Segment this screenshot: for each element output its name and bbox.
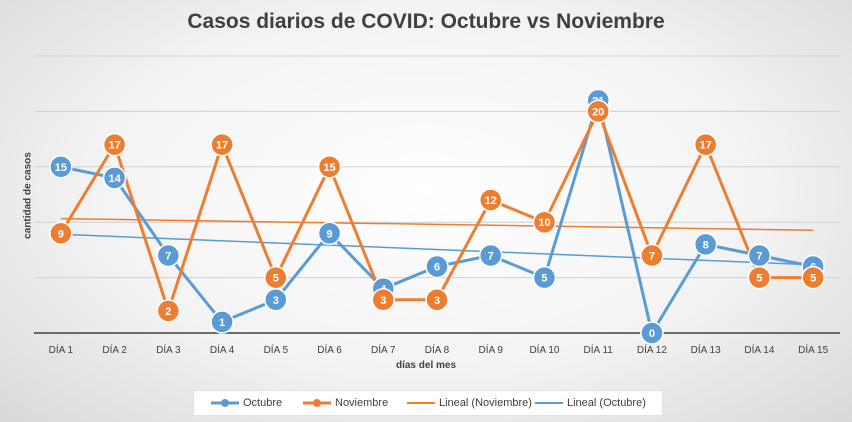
- data-point-noviembre[interactable]: [210, 132, 234, 157]
- x-tick-label: DÍA 1: [49, 343, 74, 356]
- data-point-noviembre[interactable]: [317, 155, 342, 179]
- data-label-noviembre: 5: [810, 273, 816, 285]
- data-label-noviembre: 5: [756, 273, 762, 285]
- data-point-noviembre[interactable]: [801, 265, 825, 290]
- data-point-noviembre[interactable]: [532, 210, 557, 234]
- data-point-noviembre[interactable]: [478, 188, 503, 212]
- data-label-octubre: 6: [434, 262, 440, 274]
- data-label-octubre: 9: [326, 228, 332, 240]
- data-point-octubre[interactable]: [693, 232, 718, 257]
- data-label-octubre: 7: [165, 250, 171, 262]
- x-tick-label: DÍA 8: [425, 343, 450, 356]
- x-tick-label: DÍA 9: [478, 343, 503, 356]
- x-tick-label: DÍA 4: [210, 343, 235, 356]
- data-label-noviembre: 7: [649, 250, 655, 262]
- trendlines: [60, 217, 814, 266]
- data-point-noviembre[interactable]: [156, 299, 181, 323]
- legend-label-lineal-octubre: Lineal (Octubre): [567, 397, 646, 409]
- x-tick-labels: DÍA 1 DÍA 2 DÍA 3 DÍA 4 DÍA 5 DÍA 6 DÍA 7 DÍA 8…: [49, 343, 829, 356]
- data-label-noviembre: 2: [165, 306, 171, 318]
- x-tick-label: DÍA 15: [798, 343, 828, 356]
- x-tick-label: DÍA 6: [317, 343, 342, 356]
- data-label-noviembre: 12: [485, 195, 497, 207]
- data-label-noviembre: 10: [538, 217, 550, 229]
- legend-marker-lineal-noviembre: [407, 402, 435, 404]
- data-point-octubre[interactable]: [210, 310, 234, 334]
- data-point-noviembre[interactable]: [102, 132, 127, 157]
- x-tick-label: DÍA 2: [102, 343, 127, 356]
- legend-marker-octubre: [211, 399, 239, 407]
- data-point-noviembre[interactable]: [425, 288, 449, 312]
- x-tick-label: DÍA 11: [584, 343, 614, 356]
- legend-item-noviembre[interactable]: Noviembre: [302, 391, 388, 415]
- x-axis-title: días del mes: [395, 360, 457, 371]
- legend-label-noviembre: Noviembre: [335, 397, 389, 409]
- data-label-noviembre: 17: [108, 140, 120, 152]
- data-label-octubre: 0: [649, 328, 655, 340]
- data-label-octubre: 15: [55, 162, 67, 174]
- data-label-noviembre: 3: [434, 295, 440, 307]
- trendline-lineal-noviembre: [60, 217, 814, 231]
- data-label-octubre: 8: [703, 239, 709, 251]
- data-point-noviembre[interactable]: [693, 132, 718, 157]
- data-point-octubre[interactable]: [317, 221, 342, 246]
- x-tick-label: DÍA 13: [691, 343, 721, 356]
- data-label-octubre: 7: [488, 250, 494, 262]
- data-point-octubre[interactable]: [425, 254, 449, 279]
- data-label-noviembre: 17: [216, 140, 228, 152]
- data-point-noviembre[interactable]: [586, 99, 610, 124]
- legend-marker-lineal-octubre: [535, 402, 563, 404]
- data-point-noviembre[interactable]: [747, 265, 772, 290]
- data-label-noviembre: 5: [273, 273, 279, 285]
- data-label-octubre: 1: [219, 317, 225, 329]
- data-point-octubre[interactable]: [532, 265, 557, 290]
- y-axis-title: cantidad de casos: [22, 152, 34, 239]
- legend: Octubre Noviembre Lineal (Noviembre) Lin…: [193, 390, 663, 416]
- data-point-noviembre[interactable]: [49, 221, 73, 246]
- x-tick-label: DÍA 14: [744, 343, 774, 356]
- x-tick-label: DÍA 12: [637, 343, 667, 356]
- x-tick-label: DÍA 3: [156, 343, 181, 356]
- x-tick-label: DÍA 10: [529, 343, 559, 356]
- trendline-lineal-octubre: [60, 233, 814, 266]
- data-point-noviembre[interactable]: [371, 288, 396, 312]
- data-label-octubre: 7: [756, 250, 762, 262]
- legend-label-octubre: Octubre: [243, 397, 283, 409]
- data-point-octubre[interactable]: [640, 321, 664, 345]
- x-tick-label: DÍA 5: [264, 343, 289, 356]
- data-point-octubre[interactable]: [156, 243, 181, 268]
- legend-label-lineal-noviembre: Lineal (Noviembre): [439, 397, 532, 409]
- gridlines: [34, 55, 840, 279]
- data-point-octubre[interactable]: [478, 243, 503, 268]
- data-points: 1514713946752108769172175153312102071755: [49, 88, 825, 345]
- legend-marker-noviembre: [303, 399, 331, 407]
- data-label-noviembre: 20: [592, 106, 604, 118]
- x-tick-label: DÍA 7: [371, 343, 396, 356]
- chart-title: Casos diarios de COVID: Octubre vs Novie…: [187, 10, 665, 33]
- data-label-noviembre: 15: [323, 162, 335, 174]
- data-label-noviembre: 3: [380, 295, 386, 307]
- legend-item-lineal-noviembre[interactable]: Lineal (Noviembre): [406, 391, 532, 415]
- data-label-octubre: 5: [541, 273, 547, 285]
- legend-item-lineal-octubre[interactable]: Lineal (Octubre): [534, 391, 646, 415]
- data-label-octubre: 14: [108, 173, 121, 185]
- data-point-octubre[interactable]: [102, 166, 127, 190]
- data-label-noviembre: 17: [700, 140, 712, 152]
- data-point-octubre[interactable]: [49, 155, 73, 179]
- data-label-noviembre: 9: [58, 228, 64, 240]
- data-label-octubre: 3: [273, 295, 279, 307]
- data-point-noviembre[interactable]: [264, 265, 288, 290]
- legend-item-octubre[interactable]: Octubre: [210, 391, 282, 415]
- data-point-noviembre[interactable]: [640, 243, 664, 268]
